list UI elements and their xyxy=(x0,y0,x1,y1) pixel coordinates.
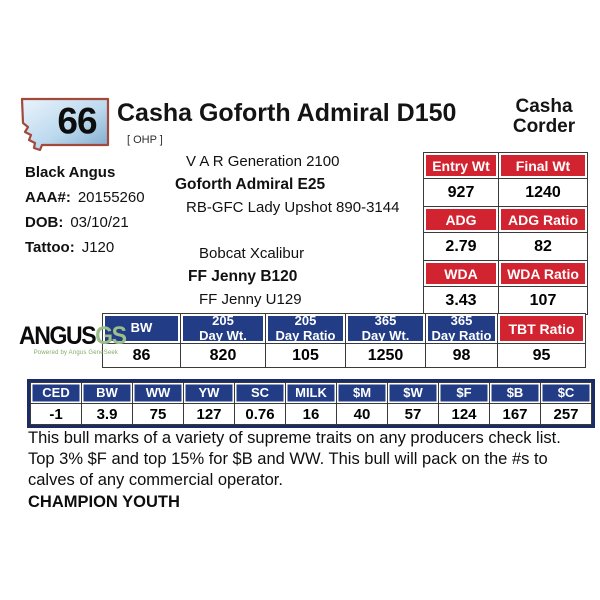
table-row: 86 820 105 1250 98 95 xyxy=(102,343,586,369)
dam-sire: Bobcat Xcalibur xyxy=(199,245,305,262)
footnote-text: CHAMPION YOUTH xyxy=(28,493,180,512)
table-row: 3.43 107 xyxy=(423,286,588,315)
ced-value: -1 xyxy=(30,403,82,425)
day205-wt-header: 205 Day Wt. xyxy=(180,312,266,345)
day365-ratio-value: 98 xyxy=(425,343,498,369)
wda-value: 3.43 xyxy=(423,286,499,315)
breed-text: Black Angus xyxy=(25,164,116,181)
epd-table: CED BW WW YW SC MILK $M $W $F $B $C -1 3… xyxy=(30,382,592,425)
breed-label: Black Angus xyxy=(25,160,145,185)
day205-wt-value: 820 xyxy=(180,343,266,369)
final-wt-value: 1240 xyxy=(498,178,588,207)
consignor-line2: Corder xyxy=(512,115,576,137)
lot-number: 66 xyxy=(57,100,97,142)
dollar-c-header: $C xyxy=(540,382,592,404)
adg-value: 2.79 xyxy=(423,232,499,261)
dollar-w-value: 57 xyxy=(387,403,439,425)
yw-header: YW xyxy=(183,382,235,404)
angus-text: ANGUS xyxy=(19,322,97,350)
dollar-w-header: $W xyxy=(387,382,439,404)
animal-info: Black Angus AAA#: 20155260 DOB: 03/10/21 T… xyxy=(25,160,145,260)
lot-badge: 66 xyxy=(14,94,112,152)
wda-ratio-value: 107 xyxy=(498,286,588,315)
dollar-m-value: 40 xyxy=(336,403,388,425)
animal-title: Casha Goforth Admiral D150 xyxy=(117,99,457,127)
sire-pedigree: V A R Generation 2100 Goforth Admiral E2… xyxy=(175,150,399,219)
wda-ratio-header: WDA Ratio xyxy=(498,260,588,287)
tbt-ratio-value: 95 xyxy=(497,343,586,369)
montana-outline-icon xyxy=(20,97,110,152)
day205-ratio-header: 205 Day Ratio xyxy=(265,312,346,345)
ohp-tag: [ OHP ] xyxy=(127,134,163,146)
bw-epd-header: BW xyxy=(81,382,133,404)
table-row: ADG ADG Ratio xyxy=(423,206,588,233)
ww-value: 75 xyxy=(132,403,184,425)
day365-wt-header: 365 Day Wt. xyxy=(345,312,426,345)
milk-header: MILK xyxy=(285,382,337,404)
table-row: CED BW WW YW SC MILK $M $W $F $B $C xyxy=(30,382,592,404)
dollar-f-value: 124 xyxy=(438,403,490,425)
dollar-b-header: $B xyxy=(489,382,541,404)
dam-dam: FF Jenny U129 xyxy=(199,291,302,308)
wda-header: WDA xyxy=(423,260,499,287)
dob-label: DOB: xyxy=(25,214,64,231)
table-row: WDA WDA Ratio xyxy=(423,260,588,287)
dob-row: DOB: 03/10/21 xyxy=(25,210,145,235)
day205-ratio-value: 105 xyxy=(265,343,346,369)
registration-row: AAA#: 20155260 xyxy=(25,185,145,210)
dollar-f-header: $F xyxy=(438,382,490,404)
bw-value: 86 xyxy=(102,343,181,369)
bw-header: BW xyxy=(102,312,181,345)
description-block: This bull marks of a variety of supreme … xyxy=(28,428,584,513)
dob-value: 03/10/21 xyxy=(70,214,129,231)
sc-header: SC xyxy=(234,382,286,404)
consignor-name: Casha Corder xyxy=(498,97,590,137)
table-row: Entry Wt Final Wt xyxy=(423,152,588,179)
description-text: This bull marks of a variety of supreme … xyxy=(28,429,561,490)
tattoo-label: Tattoo: xyxy=(25,239,75,256)
sire-name: Goforth Admiral E25 xyxy=(175,176,326,193)
gs-text: GS xyxy=(95,322,127,350)
day365-ratio-header: 365 Day Ratio xyxy=(425,312,498,345)
dam-name: FF Jenny B120 xyxy=(188,268,298,285)
entry-wt-value: 927 xyxy=(423,178,499,207)
angus-gs-logo: ANGUSGS Powered by Angus GeneSeek xyxy=(19,322,127,357)
dam-pedigree: Bobcat Xcalibur FF Jenny B120 FF Jenny U… xyxy=(188,242,304,311)
performance-table: Entry Wt Final Wt 927 1240 ADG ADG Ratio… xyxy=(423,152,588,315)
entry-wt-header: Entry Wt xyxy=(423,152,499,179)
adg-ratio-value: 82 xyxy=(498,232,588,261)
aaa-value: 20155260 xyxy=(77,189,145,206)
aaa-label: AAA#: xyxy=(25,189,71,206)
table-row: BW 205 Day Wt. 205 Day Ratio 365 Day Wt.… xyxy=(102,312,586,345)
logo-wordmark: ANGUSGS xyxy=(19,322,127,350)
dollar-b-value: 167 xyxy=(489,403,541,425)
dollar-m-header: $M xyxy=(336,382,388,404)
logo-tagline: Powered by Angus GeneSeek xyxy=(33,349,119,356)
table-row: -1 3.9 75 127 0.76 16 40 57 124 167 257 xyxy=(30,403,592,425)
adg-header: ADG xyxy=(423,206,499,233)
tattoo-value: J120 xyxy=(81,239,115,256)
ced-header: CED xyxy=(30,382,82,404)
yw-value: 127 xyxy=(183,403,235,425)
tattoo-row: Tattoo: J120 xyxy=(25,235,145,260)
table-row: 927 1240 xyxy=(423,178,588,207)
milk-value: 16 xyxy=(285,403,337,425)
adg-ratio-header: ADG Ratio xyxy=(498,206,588,233)
sc-value: 0.76 xyxy=(234,403,286,425)
consignor-line1: Casha xyxy=(515,96,573,117)
day365-wt-value: 1250 xyxy=(345,343,426,369)
bw-epd-value: 3.9 xyxy=(81,403,133,425)
epd-table-border: CED BW WW YW SC MILK $M $W $F $B $C -1 3… xyxy=(27,379,595,428)
table-row: 2.79 82 xyxy=(423,232,588,261)
sire-sire: V A R Generation 2100 xyxy=(186,153,340,170)
dollar-c-value: 257 xyxy=(540,403,592,425)
growth-table: BW 205 Day Wt. 205 Day Ratio 365 Day Wt.… xyxy=(102,312,586,369)
final-wt-header: Final Wt xyxy=(498,152,588,179)
sire-dam: RB-GFC Lady Upshot 890-3144 xyxy=(186,199,400,216)
tbt-ratio-header: TBT Ratio xyxy=(497,312,586,345)
ww-header: WW xyxy=(132,382,184,404)
